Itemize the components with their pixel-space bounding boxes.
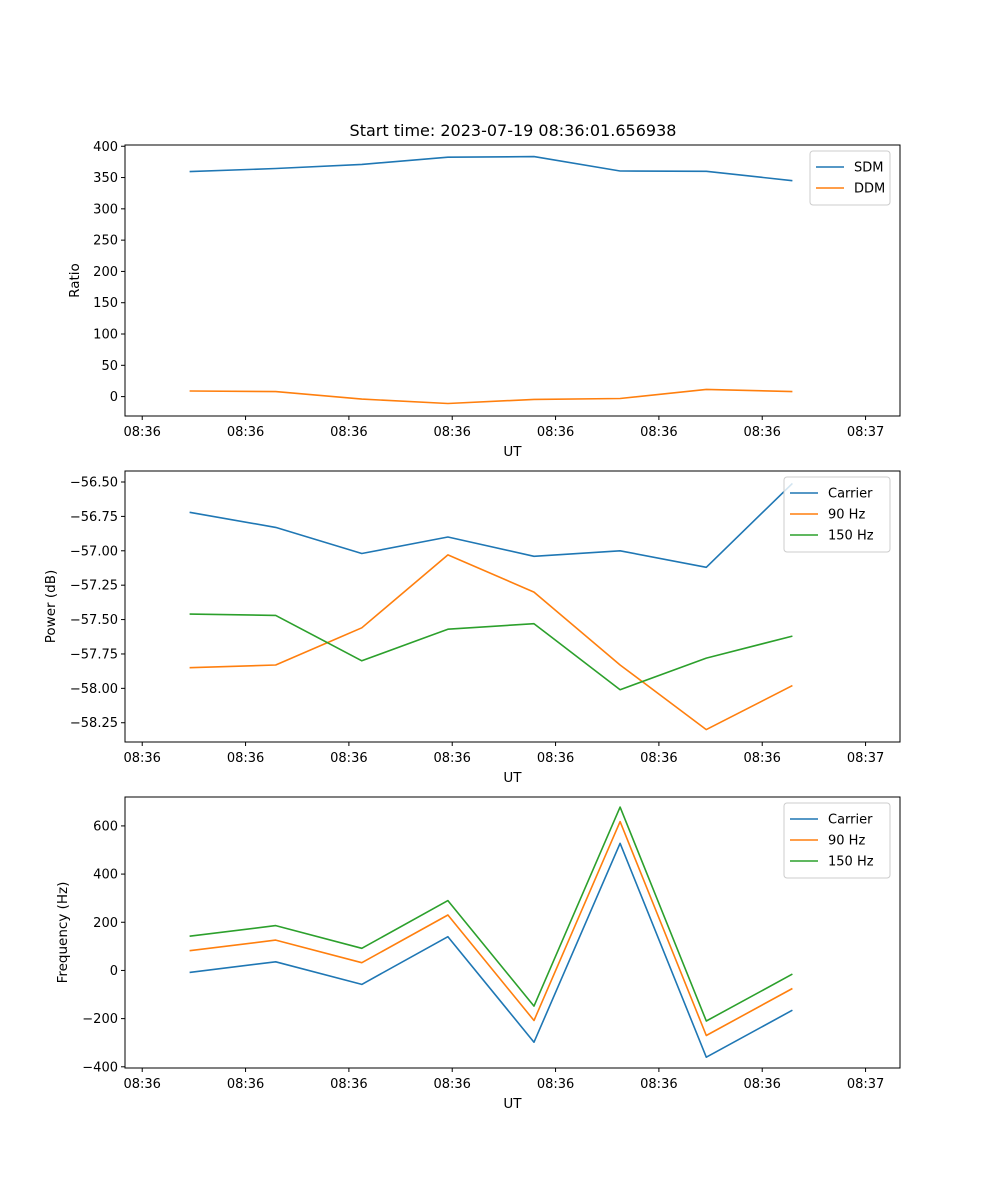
- x-tick-label: 08:36: [640, 751, 677, 766]
- x-tick-label: 08:36: [537, 425, 574, 440]
- x-tick-label: 08:36: [123, 425, 160, 440]
- x-tick-label: 08:36: [227, 425, 264, 440]
- axes-frame: [124, 796, 901, 1069]
- y-tick-label: −56.75: [70, 510, 118, 525]
- legend-label: DDM: [854, 182, 885, 197]
- x-tick-label: 08:36: [227, 1077, 264, 1092]
- x-tick-label: 08:36: [433, 425, 470, 440]
- y-axis-label: Frequency (Hz): [55, 882, 71, 984]
- y-tick-label: 100: [93, 328, 118, 343]
- x-tick-label: 08:37: [847, 425, 884, 440]
- y-tick-label: 50: [101, 359, 118, 374]
- y-tick-label: 350: [93, 171, 118, 186]
- x-tick-label: 08:36: [743, 751, 780, 766]
- x-tick-label: 08:36: [433, 1077, 470, 1092]
- x-tick-label: 08:36: [640, 1077, 677, 1092]
- chart-panel-1: 0 50 100 150 200 250 300 350 400 08:36 08:36 08:36 0…: [67, 140, 901, 460]
- x-tick-label: 08:36: [537, 1077, 574, 1092]
- legend-label: 150 Hz: [828, 529, 874, 544]
- series-line-90-hz: [189, 820, 793, 1037]
- figure-title: Start time: 2023-07-19 08:36:01.656938: [350, 121, 677, 140]
- x-tick-label: 08:36: [330, 425, 367, 440]
- panels: 0 50 100 150 200 250 300 350 400 08:36 08:36 08:36 0…: [43, 140, 901, 1112]
- series-line-90-hz: [189, 554, 793, 731]
- legend-label: Carrier: [828, 813, 873, 828]
- legend-box: [783, 476, 891, 553]
- x-tick-label: 08:36: [743, 425, 780, 440]
- y-tick-label: 400: [93, 140, 118, 155]
- chart-panel-3: −400 −200 0 200 400 600 08:36 08:36 08:36 08:36 08…: [55, 796, 901, 1112]
- y-tick-label: 150: [93, 296, 118, 311]
- y-tick-label: −58.00: [70, 682, 118, 697]
- y-tick-label: −400: [82, 1060, 118, 1075]
- y-tick-label: 0: [110, 390, 118, 405]
- x-axis-label: UT: [503, 1096, 522, 1112]
- y-tick-label: 0: [110, 964, 118, 979]
- legend-box: [783, 802, 891, 879]
- legend-label: 150 Hz: [828, 855, 874, 870]
- y-tick-label: 300: [93, 202, 118, 217]
- series-line-carrier: [189, 482, 793, 569]
- axes-frame: [124, 470, 901, 743]
- y-axis-label: Ratio: [67, 263, 83, 298]
- x-tick-label: 08:36: [123, 751, 160, 766]
- legend-label: Carrier: [828, 487, 873, 502]
- x-tick-label: 08:36: [433, 751, 470, 766]
- x-tick-label: 08:37: [847, 751, 884, 766]
- y-tick-label: −58.25: [70, 716, 118, 731]
- series-line-150-hz: [189, 613, 793, 691]
- x-tick-label: 08:36: [537, 751, 574, 766]
- x-tick-label: 08:36: [743, 1077, 780, 1092]
- y-tick-label: 250: [93, 234, 118, 249]
- series-line-carrier: [189, 842, 793, 1058]
- y-axis-label: Power (dB): [43, 570, 59, 643]
- y-tick-label: 600: [93, 819, 118, 834]
- y-tick-label: −57.00: [70, 544, 118, 559]
- legend-label: 90 Hz: [828, 508, 865, 523]
- y-tick-label: 200: [93, 916, 118, 931]
- x-tick-label: 08:36: [123, 1077, 160, 1092]
- legend-box: [809, 150, 891, 206]
- series-line-sdm: [189, 155, 793, 182]
- x-tick-label: 08:36: [330, 751, 367, 766]
- legend-label: SDM: [854, 161, 883, 176]
- x-axis-label: UT: [503, 770, 522, 786]
- legend-label: 90 Hz: [828, 834, 865, 849]
- x-tick-label: 08:36: [330, 1077, 367, 1092]
- x-tick-label: 08:36: [227, 751, 264, 766]
- y-tick-label: 200: [93, 265, 118, 280]
- y-tick-label: −57.50: [70, 613, 118, 628]
- y-tick-label: −200: [82, 1012, 118, 1027]
- chart-panel-2: −58.25 −58.00 −57.75 −57.50 −57.25 −57.00 −56.…: [43, 470, 901, 786]
- series-line-150-hz: [189, 806, 793, 1022]
- x-tick-label: 08:37: [847, 1077, 884, 1092]
- y-tick-label: −57.75: [70, 647, 118, 662]
- axes-frame: [124, 144, 901, 417]
- x-tick-label: 08:36: [640, 425, 677, 440]
- y-tick-label: −57.25: [70, 579, 118, 594]
- series-line-ddm: [189, 388, 793, 405]
- y-tick-label: −56.50: [70, 476, 118, 491]
- x-axis-label: UT: [503, 444, 522, 460]
- y-tick-label: 400: [93, 868, 118, 883]
